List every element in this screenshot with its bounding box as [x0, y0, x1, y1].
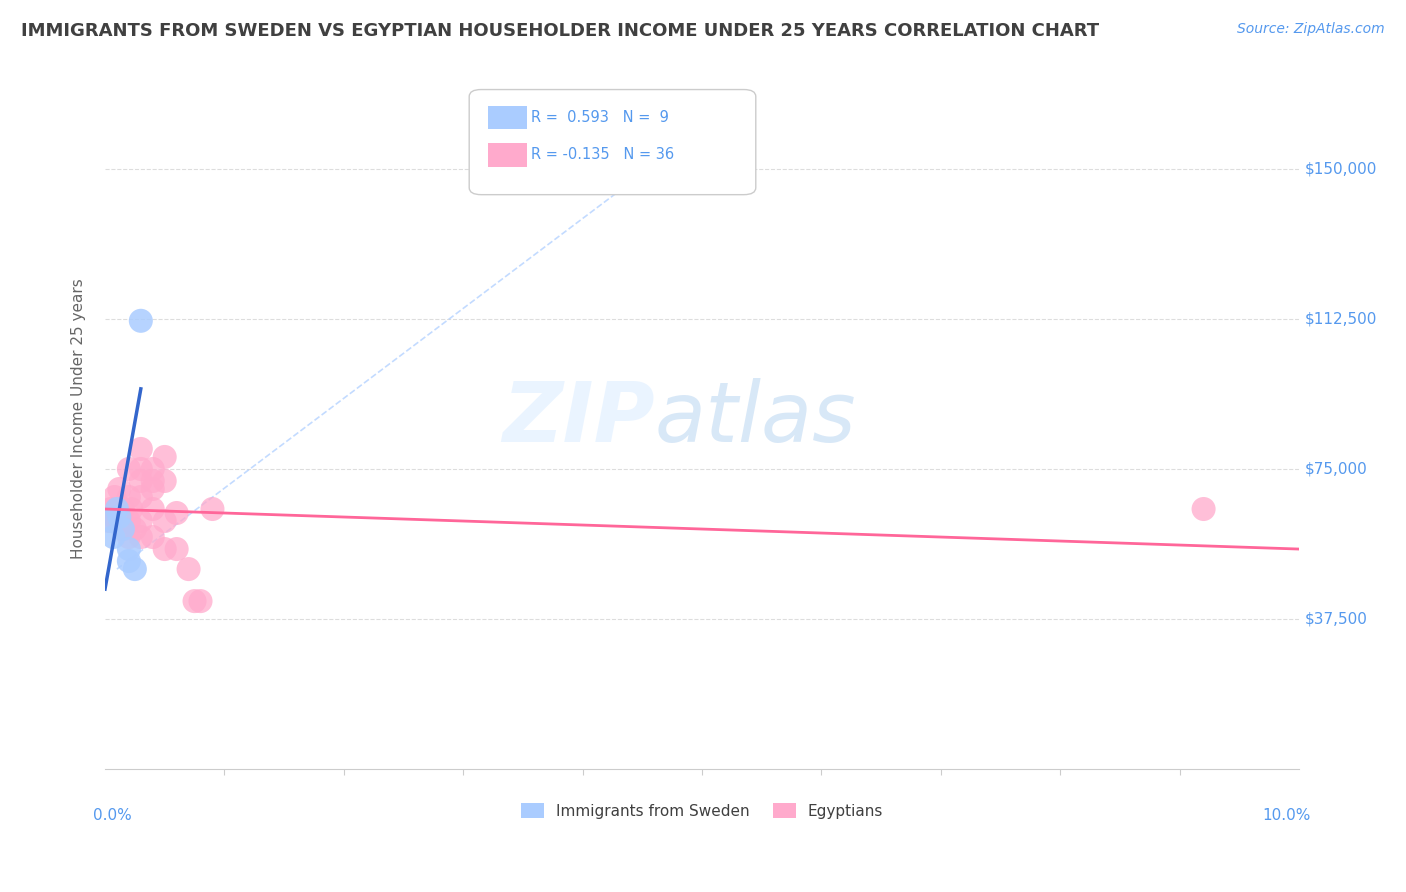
Text: $37,500: $37,500 — [1305, 612, 1368, 627]
FancyBboxPatch shape — [488, 143, 526, 167]
Point — [108, 482, 131, 496]
Text: $75,000: $75,000 — [1305, 461, 1368, 476]
Text: ZIP: ZIP — [502, 378, 654, 459]
Point — [118, 490, 141, 504]
Point — [177, 562, 200, 576]
Point — [142, 474, 165, 488]
Point — [105, 514, 128, 528]
Point — [153, 514, 176, 528]
Point — [103, 530, 125, 544]
Point — [111, 522, 134, 536]
Point — [103, 490, 125, 504]
Point — [97, 514, 120, 528]
Point — [166, 506, 188, 520]
Point — [142, 462, 165, 476]
Point — [120, 502, 142, 516]
Point — [153, 450, 176, 464]
Point — [142, 482, 165, 496]
Text: R = -0.135   N = 36: R = -0.135 N = 36 — [531, 147, 675, 162]
Text: IMMIGRANTS FROM SWEDEN VS EGYPTIAN HOUSEHOLDER INCOME UNDER 25 YEARS CORRELATION: IMMIGRANTS FROM SWEDEN VS EGYPTIAN HOUSE… — [21, 22, 1099, 40]
Point — [118, 462, 141, 476]
Point — [129, 442, 152, 456]
Point — [124, 522, 146, 536]
Text: R =  0.593   N =  9: R = 0.593 N = 9 — [531, 110, 669, 125]
Point — [142, 502, 165, 516]
Text: $112,500: $112,500 — [1305, 311, 1378, 326]
Point — [129, 474, 152, 488]
Point — [129, 490, 152, 504]
Point — [129, 462, 152, 476]
Y-axis label: Householder Income Under 25 years: Householder Income Under 25 years — [72, 278, 86, 559]
Point — [183, 594, 205, 608]
Legend: Immigrants from Sweden, Egyptians: Immigrants from Sweden, Egyptians — [515, 797, 889, 825]
Point — [108, 510, 131, 524]
Point — [118, 554, 141, 568]
Text: 0.0%: 0.0% — [93, 808, 132, 822]
Point — [105, 502, 128, 516]
Text: 10.0%: 10.0% — [1263, 808, 1310, 822]
Point — [105, 502, 128, 516]
Point — [1192, 502, 1215, 516]
Point — [201, 502, 224, 516]
Text: Source: ZipAtlas.com: Source: ZipAtlas.com — [1237, 22, 1385, 37]
Point — [100, 514, 122, 528]
Point — [100, 502, 122, 516]
Point — [129, 514, 152, 528]
Text: $150,000: $150,000 — [1305, 161, 1378, 176]
Text: atlas: atlas — [654, 378, 856, 459]
Point — [153, 474, 176, 488]
Point — [129, 314, 152, 328]
Point — [118, 530, 141, 544]
Point — [142, 530, 165, 544]
Point — [118, 542, 141, 557]
Point — [129, 530, 152, 544]
FancyBboxPatch shape — [488, 105, 526, 129]
Point — [118, 514, 141, 528]
Point — [111, 502, 134, 516]
Point — [190, 594, 212, 608]
Point — [153, 542, 176, 557]
Point — [111, 522, 134, 536]
Point — [166, 542, 188, 557]
Point — [124, 562, 146, 576]
FancyBboxPatch shape — [470, 89, 756, 194]
